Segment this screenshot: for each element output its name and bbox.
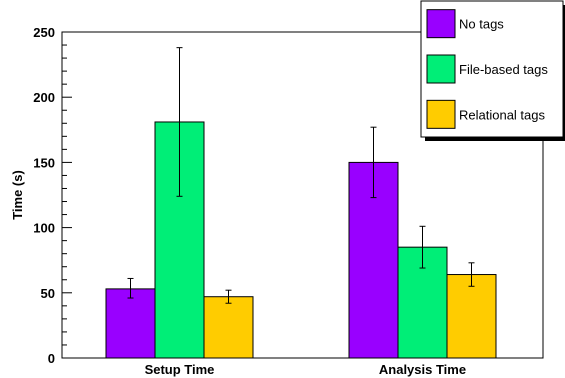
bar-relational-tags-setup-time <box>203 296 254 359</box>
legend-swatch <box>426 54 456 84</box>
error-bar <box>225 289 232 304</box>
bar-no-tags-setup-time <box>105 288 156 359</box>
y-axis-ticks: 0 50 100 150 200 250 <box>33 25 72 366</box>
y-tick-label: 200 <box>33 90 55 105</box>
error-bar <box>468 262 475 287</box>
y-tick-label: 250 <box>33 25 55 40</box>
legend-label: Relational tags <box>459 107 545 122</box>
x-category-label: Setup Time <box>145 362 215 377</box>
y-tick-label: 100 <box>33 221 55 236</box>
bar-relational-tags-analysis-time <box>446 274 497 359</box>
error-bar <box>176 47 183 197</box>
plot-frame <box>61 31 544 359</box>
error-bar <box>127 277 134 299</box>
y-tick-label: 50 <box>41 286 55 301</box>
y-tick-label: 150 <box>33 155 55 170</box>
legend-swatch <box>426 9 456 39</box>
legend-swatch <box>426 99 456 129</box>
legend-label: File-based tags <box>459 62 548 77</box>
bar-group <box>105 121 497 359</box>
y-axis-title: Time (s) <box>10 170 25 220</box>
error-bar <box>419 225 426 269</box>
legend: No tags File-based tags Relational tags <box>420 0 565 141</box>
error-bar-group <box>127 47 475 304</box>
error-bar <box>370 126 377 199</box>
x-axis-labels: Setup Time Analysis Time <box>145 362 467 377</box>
y-tick-label: 0 <box>48 351 55 366</box>
legend-label: No tags <box>459 17 504 32</box>
x-category-label: Analysis Time <box>379 362 466 377</box>
